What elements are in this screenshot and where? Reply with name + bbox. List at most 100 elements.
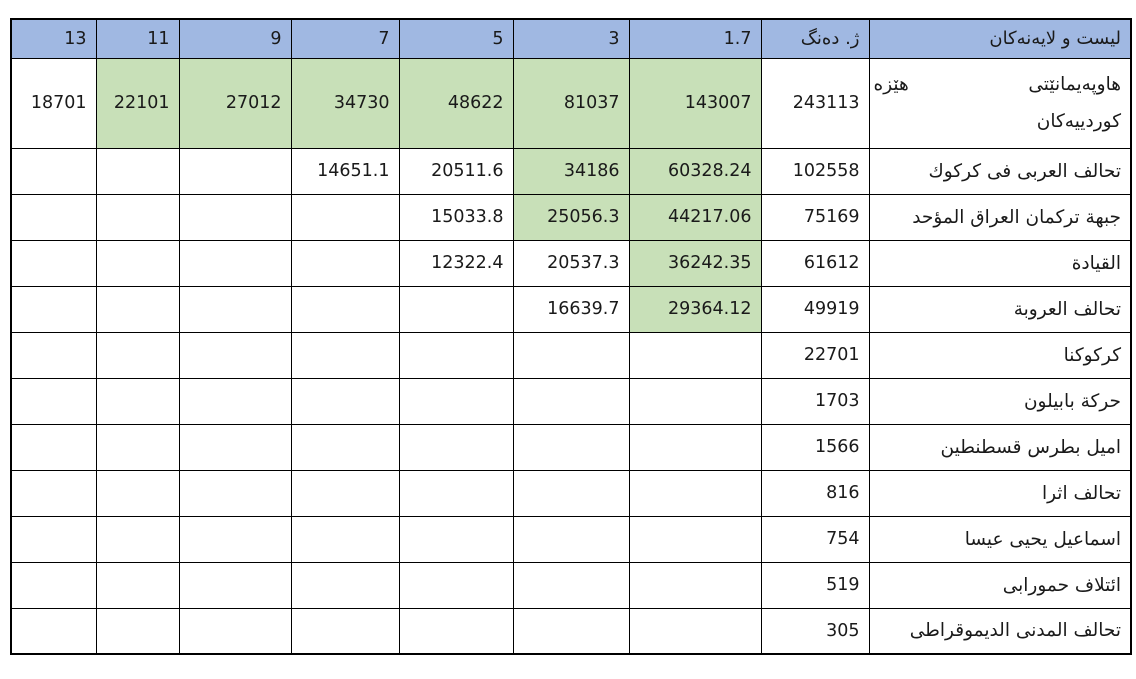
quotient-cell[interactable]	[95, 285, 180, 333]
quotient-cell[interactable]	[398, 285, 514, 333]
quotient-cell[interactable]	[512, 607, 630, 655]
header-cell-parties[interactable]: ليست و لايەنەكان	[868, 18, 1132, 59]
quotient-cell[interactable]	[512, 469, 630, 517]
quotient-cell-highlighted[interactable]: 29364.12	[628, 285, 762, 333]
quotient-cell[interactable]	[95, 147, 180, 195]
quotient-cell[interactable]	[178, 515, 292, 563]
quotient-cell[interactable]	[10, 239, 97, 287]
quotient-cell[interactable]	[10, 469, 97, 517]
quotient-cell[interactable]	[10, 331, 97, 379]
quotient-cell[interactable]	[290, 515, 400, 563]
quotient-cell[interactable]	[178, 331, 292, 379]
quotient-cell[interactable]: 20537.3	[512, 239, 630, 287]
quotient-cell[interactable]	[10, 561, 97, 609]
quotient-cell[interactable]	[290, 331, 400, 379]
quotient-cell[interactable]	[398, 423, 514, 471]
quotient-cell[interactable]	[512, 331, 630, 379]
votes-cell[interactable]: 75169	[760, 193, 870, 241]
quotient-cell[interactable]	[10, 285, 97, 333]
quotient-cell[interactable]	[95, 515, 180, 563]
votes-cell[interactable]: 305	[760, 607, 870, 655]
quotient-cell[interactable]	[628, 561, 762, 609]
header-cell-divisor-5[interactable]: 5	[398, 18, 514, 59]
quotient-cell[interactable]	[178, 285, 292, 333]
quotient-cell[interactable]	[290, 193, 400, 241]
quotient-cell[interactable]	[628, 515, 762, 563]
header-cell-divisor-13[interactable]: 13	[10, 18, 97, 59]
quotient-cell[interactable]	[178, 147, 292, 195]
quotient-cell-highlighted[interactable]: 25056.3	[512, 193, 630, 241]
quotient-cell[interactable]	[290, 469, 400, 517]
quotient-cell[interactable]	[290, 239, 400, 287]
votes-cell[interactable]: 102558	[760, 147, 870, 195]
party-name-cell[interactable]: جبهة تركمان العراق المؤحد	[868, 193, 1132, 241]
quotient-cell[interactable]: 12322.4	[398, 239, 514, 287]
quotient-cell[interactable]	[628, 377, 762, 425]
quotient-cell[interactable]	[512, 377, 630, 425]
quotient-cell[interactable]	[95, 469, 180, 517]
quotient-cell[interactable]: 15033.8	[398, 193, 514, 241]
votes-cell[interactable]: 1566	[760, 423, 870, 471]
quotient-cell-highlighted[interactable]: 34186	[512, 147, 630, 195]
quotient-cell[interactable]	[95, 239, 180, 287]
quotient-cell-highlighted[interactable]: 143007	[628, 57, 762, 149]
quotient-cell[interactable]	[290, 561, 400, 609]
quotient-cell-highlighted[interactable]: 34730	[290, 57, 400, 149]
party-name-cell[interactable]: تحالف العروبة	[868, 285, 1132, 333]
quotient-cell[interactable]	[178, 193, 292, 241]
party-name-cell[interactable]: تحالف اثرا	[868, 469, 1132, 517]
header-cell-divisor-1-7[interactable]: 1.7	[628, 18, 762, 59]
quotient-cell[interactable]	[628, 469, 762, 517]
quotient-cell[interactable]	[398, 561, 514, 609]
quotient-cell[interactable]	[95, 607, 180, 655]
quotient-cell[interactable]	[178, 469, 292, 517]
quotient-cell[interactable]	[398, 377, 514, 425]
quotient-cell[interactable]	[628, 607, 762, 655]
party-name-cell[interactable]: القيادة	[868, 239, 1132, 287]
quotient-cell[interactable]	[512, 561, 630, 609]
quotient-cell[interactable]	[95, 331, 180, 379]
quotient-cell[interactable]	[178, 607, 292, 655]
quotient-cell[interactable]	[628, 423, 762, 471]
quotient-cell[interactable]	[178, 377, 292, 425]
quotient-cell[interactable]: 14651.1	[290, 147, 400, 195]
votes-cell[interactable]: 754	[760, 515, 870, 563]
quotient-cell[interactable]	[398, 469, 514, 517]
quotient-cell[interactable]	[290, 285, 400, 333]
quotient-cell-highlighted[interactable]: 60328.24	[628, 147, 762, 195]
quotient-cell[interactable]	[95, 561, 180, 609]
quotient-cell-highlighted[interactable]: 22101	[95, 57, 180, 149]
quotient-cell[interactable]	[398, 515, 514, 563]
party-name-cell[interactable]: هاوپەیمانێتی هێزە کوردییەکان	[868, 57, 1132, 149]
quotient-cell-highlighted[interactable]: 36242.35	[628, 239, 762, 287]
votes-cell[interactable]: 61612	[760, 239, 870, 287]
quotient-cell[interactable]	[512, 515, 630, 563]
header-cell-votes[interactable]: ژ. دەنگ	[760, 18, 870, 59]
quotient-cell[interactable]	[10, 193, 97, 241]
quotient-cell[interactable]	[398, 331, 514, 379]
header-cell-divisor-7[interactable]: 7	[290, 18, 400, 59]
votes-cell[interactable]: 816	[760, 469, 870, 517]
header-cell-divisor-3[interactable]: 3	[512, 18, 630, 59]
quotient-cell[interactable]	[95, 423, 180, 471]
quotient-cell[interactable]	[10, 377, 97, 425]
quotient-cell[interactable]: 16639.7	[512, 285, 630, 333]
votes-cell[interactable]: 1703	[760, 377, 870, 425]
quotient-cell[interactable]	[95, 377, 180, 425]
party-name-cell[interactable]: كركوكنا	[868, 331, 1132, 379]
quotient-cell[interactable]	[290, 607, 400, 655]
quotient-cell[interactable]	[290, 423, 400, 471]
quotient-cell[interactable]	[10, 423, 97, 471]
quotient-cell-highlighted[interactable]: 48622	[398, 57, 514, 149]
header-cell-divisor-9[interactable]: 9	[178, 18, 292, 59]
party-name-cell[interactable]: حركة بابيلون	[868, 377, 1132, 425]
quotient-cell[interactable]	[398, 607, 514, 655]
quotient-cell[interactable]: 18701	[10, 57, 97, 149]
party-name-cell[interactable]: تحالف العربى فى كركوك	[868, 147, 1132, 195]
quotient-cell[interactable]	[10, 147, 97, 195]
votes-cell[interactable]: 519	[760, 561, 870, 609]
quotient-cell[interactable]	[178, 561, 292, 609]
quotient-cell[interactable]	[628, 331, 762, 379]
quotient-cell[interactable]: 20511.6	[398, 147, 514, 195]
quotient-cell-highlighted[interactable]: 81037	[512, 57, 630, 149]
